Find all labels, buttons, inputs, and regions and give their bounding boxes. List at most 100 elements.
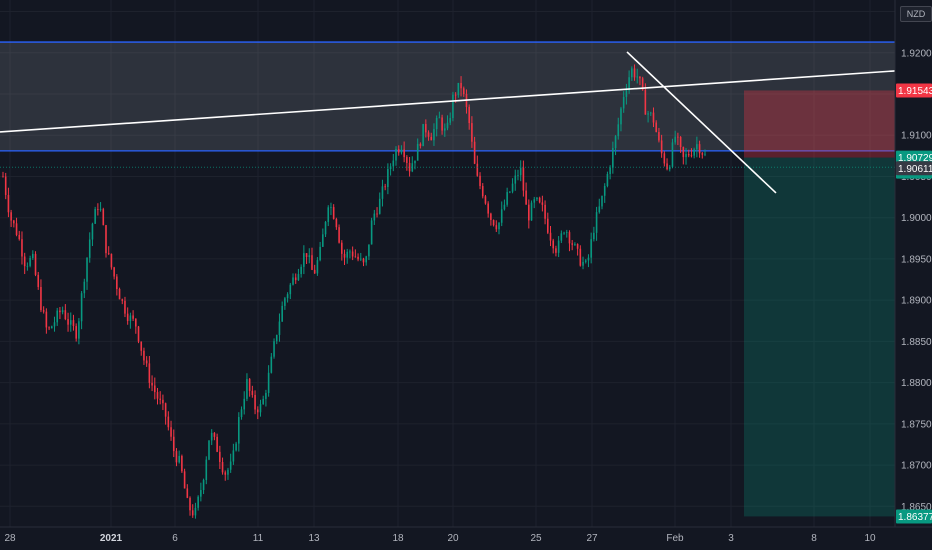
- candle-body: [21, 239, 23, 257]
- candle-body: [633, 68, 636, 78]
- candle-body: [181, 455, 183, 472]
- candle-body: [460, 82, 462, 89]
- candle-body: [593, 232, 595, 240]
- candle-body: [26, 265, 29, 267]
- candle-body: [129, 315, 132, 322]
- candle-body: [338, 227, 340, 243]
- candle-body: [517, 175, 519, 177]
- candle-body: [72, 320, 75, 327]
- time-tick-label: 2021: [100, 533, 123, 544]
- candle-body: [80, 293, 83, 322]
- candle-body: [248, 379, 251, 391]
- candle-body: [606, 174, 609, 187]
- candle-body: [647, 113, 649, 115]
- candle-body: [696, 144, 698, 150]
- candle-body: [511, 183, 514, 192]
- candle-body: [519, 167, 522, 176]
- candle-body: [660, 140, 663, 154]
- candle-body: [145, 360, 148, 364]
- candle-body: [568, 232, 571, 244]
- candle-body: [48, 327, 50, 329]
- candle-body: [528, 204, 530, 221]
- trendline-falling[interactable]: [626, 51, 777, 194]
- candle-body: [316, 260, 319, 274]
- candle-body: [172, 436, 175, 452]
- candle-body: [590, 239, 592, 258]
- candle-body: [430, 136, 433, 141]
- candle-body: [525, 190, 527, 205]
- candle-body: [313, 269, 316, 274]
- currency-label[interactable]: NZD: [900, 6, 932, 22]
- candle-body: [110, 253, 113, 268]
- candle-body: [86, 257, 88, 282]
- candle-body: [232, 450, 235, 462]
- candle-body: [162, 399, 164, 404]
- candle-body: [308, 255, 311, 258]
- candle-body: [208, 440, 210, 460]
- candle-body: [251, 390, 254, 395]
- candle-body: [254, 394, 256, 410]
- candle-body: [186, 488, 189, 498]
- time-tick-label: 10: [864, 533, 876, 544]
- time-tick-label: 6: [172, 533, 178, 544]
- candle-body: [690, 155, 693, 157]
- candle-body: [229, 461, 232, 470]
- candle-body: [441, 117, 443, 131]
- price-tick-label: 1.87000: [901, 461, 932, 472]
- target-price-badge[interactable]: 1.86377: [896, 509, 932, 524]
- candle-body: [603, 186, 606, 196]
- candle-body: [23, 256, 26, 267]
- entry-price-badge[interactable]: 1.90729: [896, 150, 932, 165]
- candle-body: [349, 251, 351, 253]
- candle-body: [270, 356, 273, 373]
- position-target-area[interactable]: [744, 157, 895, 517]
- candle-body: [555, 248, 557, 253]
- entry-price-badge-text: 1.90729: [898, 153, 932, 164]
- candle-body: [219, 451, 221, 462]
- price-tick-label: 1.89000: [901, 296, 932, 307]
- candle-body: [341, 242, 343, 254]
- candle-body: [294, 277, 297, 281]
- candle-body: [83, 281, 86, 294]
- candle-body: [322, 234, 324, 247]
- candle-body: [194, 507, 197, 516]
- candle-body: [541, 202, 544, 205]
- candle-body: [292, 277, 294, 285]
- candle-body: [704, 153, 706, 155]
- candle-body: [579, 248, 582, 266]
- candle-body: [378, 198, 381, 214]
- candle-body: [392, 160, 395, 167]
- time-axis-bg[interactable]: [0, 527, 932, 550]
- candle-body: [462, 88, 465, 95]
- candle-body: [305, 253, 308, 258]
- candle-body: [148, 363, 151, 383]
- candle-body: [641, 78, 644, 90]
- candle-body: [105, 225, 107, 254]
- candle-body: [175, 451, 178, 463]
- candle-body: [514, 175, 517, 184]
- candle-body: [373, 213, 376, 221]
- candle-body: [116, 276, 118, 289]
- candle-body: [492, 219, 495, 226]
- candle-body: [67, 319, 69, 325]
- candle-body: [533, 199, 536, 203]
- candle-body: [546, 218, 549, 233]
- candle-body: [197, 496, 199, 508]
- candle-body: [2, 176, 4, 178]
- candle-body: [40, 286, 42, 311]
- time-axis[interactable]: 28 2021 6 11 13 18 20 25 27 Feb 3 8 10: [4, 533, 876, 544]
- candle-body: [159, 398, 162, 400]
- candle-body: [227, 469, 229, 475]
- candle-body: [256, 409, 259, 413]
- candle-body: [224, 472, 227, 475]
- candle-body: [262, 398, 265, 405]
- candle-body: [178, 455, 180, 463]
- candle-body: [156, 392, 159, 399]
- trendline-rising[interactable]: [0, 70, 896, 133]
- price-tick-label: 1.90000: [901, 213, 932, 224]
- position-stop-area[interactable]: [744, 90, 895, 158]
- candle-body: [59, 310, 61, 313]
- stop-price-badge[interactable]: 1.91543: [896, 83, 932, 98]
- current-price-badge[interactable]: 1.90611: [896, 161, 932, 176]
